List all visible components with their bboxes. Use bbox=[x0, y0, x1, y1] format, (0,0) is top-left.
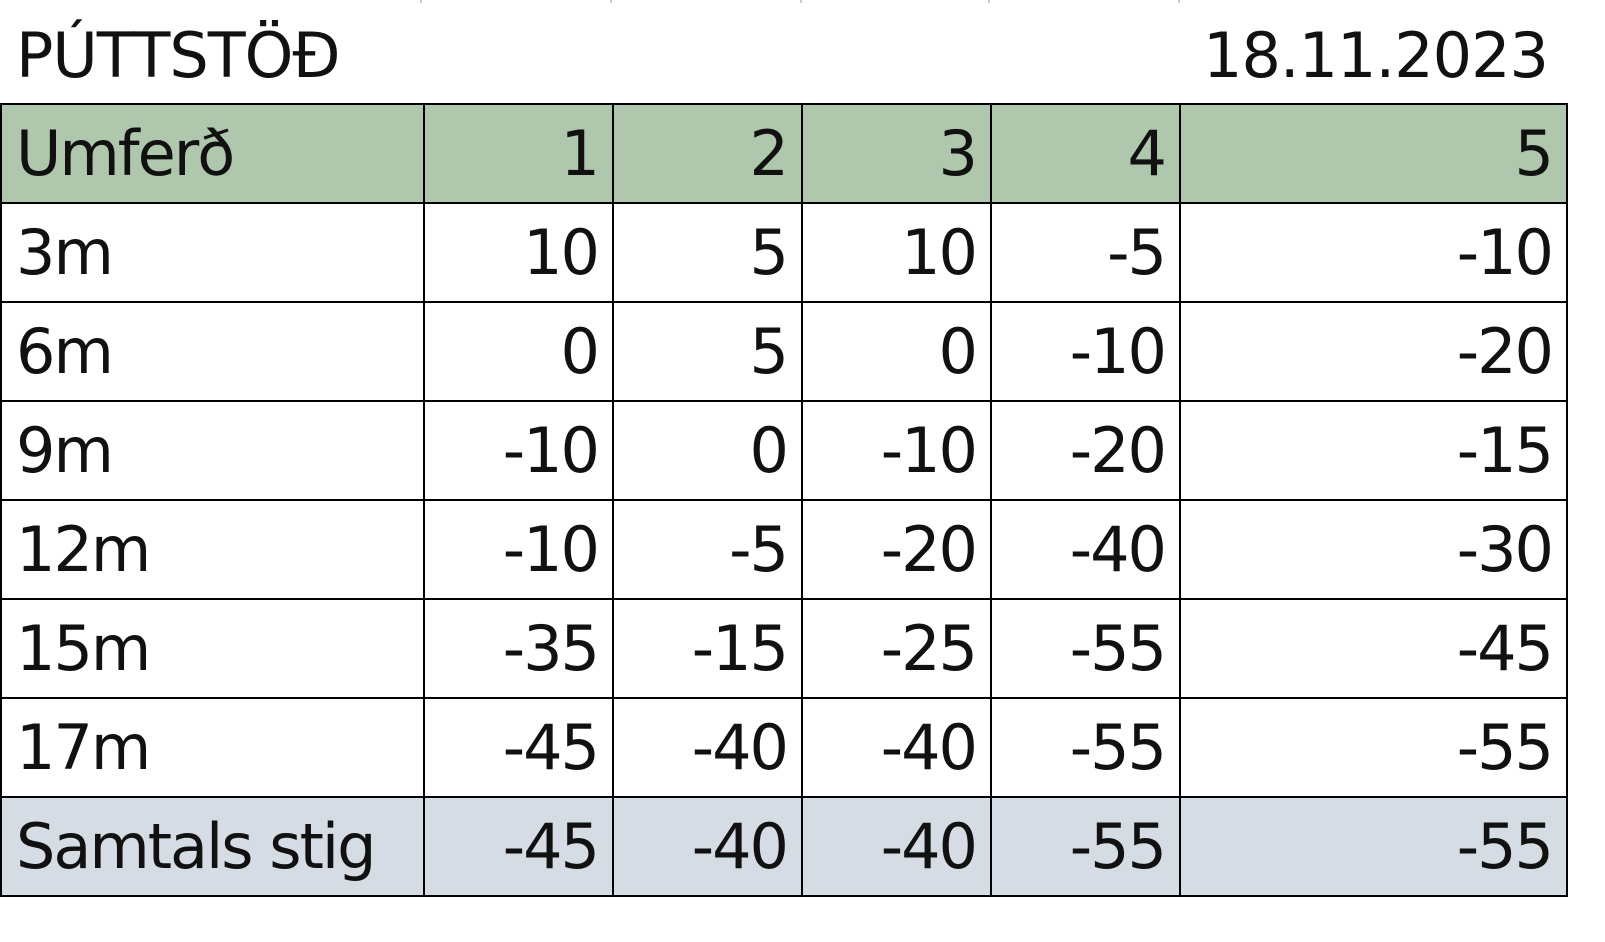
distance-cell[interactable]: 17m bbox=[0, 697, 425, 798]
table-row: 15m -35 -15 -25 -55 -45 bbox=[0, 598, 1568, 699]
score-cell[interactable]: 10 bbox=[801, 202, 992, 303]
distance-cell[interactable]: 6m bbox=[0, 301, 425, 402]
header-cell-round-3[interactable]: 3 bbox=[801, 103, 992, 204]
score-cell[interactable]: -20 bbox=[801, 499, 992, 600]
score-cell[interactable]: -55 bbox=[1179, 697, 1568, 798]
score-cell[interactable]: -10 bbox=[801, 400, 992, 501]
top-gridline-stub bbox=[0, 0, 1566, 3]
score-table: Umferð 1 2 3 4 5 3m 10 5 10 -5 -10 6m 0 … bbox=[0, 103, 1568, 897]
score-cell[interactable]: -10 bbox=[990, 301, 1181, 402]
distance-cell[interactable]: 9m bbox=[0, 400, 425, 501]
distance-cell[interactable]: 12m bbox=[0, 499, 425, 600]
score-cell[interactable]: -45 bbox=[423, 697, 614, 798]
table-row: 6m 0 5 0 -10 -20 bbox=[0, 301, 1568, 402]
score-cell[interactable]: -45 bbox=[1179, 598, 1568, 699]
table-row: 17m -45 -40 -40 -55 -55 bbox=[0, 697, 1568, 798]
total-label-cell[interactable]: Samtals stig bbox=[0, 796, 425, 897]
score-cell[interactable]: -10 bbox=[1179, 202, 1568, 303]
score-cell[interactable]: -5 bbox=[612, 499, 803, 600]
score-cell[interactable]: -40 bbox=[990, 499, 1181, 600]
total-cell[interactable]: -45 bbox=[423, 796, 614, 897]
score-cell[interactable]: 0 bbox=[612, 400, 803, 501]
score-cell[interactable]: -25 bbox=[801, 598, 992, 699]
table-row: 9m -10 0 -10 -20 -15 bbox=[0, 400, 1568, 501]
total-cell[interactable]: -40 bbox=[801, 796, 992, 897]
distance-cell[interactable]: 15m bbox=[0, 598, 425, 699]
header-cell-round-5[interactable]: 5 bbox=[1179, 103, 1568, 204]
score-cell[interactable]: 0 bbox=[423, 301, 614, 402]
score-cell[interactable]: -40 bbox=[801, 697, 992, 798]
header-cell-round-2[interactable]: 2 bbox=[612, 103, 803, 204]
score-cell[interactable]: -40 bbox=[612, 697, 803, 798]
table-row: 12m -10 -5 -20 -40 -30 bbox=[0, 499, 1568, 600]
score-cell[interactable]: -10 bbox=[423, 499, 614, 600]
title-row: PÚTTSTÖÐ 18.11.2023 bbox=[0, 8, 1566, 103]
score-cell[interactable]: -55 bbox=[990, 697, 1181, 798]
score-cell[interactable]: 5 bbox=[612, 301, 803, 402]
score-cell[interactable]: 0 bbox=[801, 301, 992, 402]
header-row: Umferð 1 2 3 4 5 bbox=[0, 103, 1568, 204]
distance-cell[interactable]: 3m bbox=[0, 202, 425, 303]
score-cell[interactable]: 5 bbox=[612, 202, 803, 303]
total-row: Samtals stig -45 -40 -40 -55 -55 bbox=[0, 796, 1568, 897]
score-cell[interactable]: -55 bbox=[990, 598, 1181, 699]
score-cell[interactable]: -30 bbox=[1179, 499, 1568, 600]
score-cell[interactable]: -5 bbox=[990, 202, 1181, 303]
header-cell-round-1[interactable]: 1 bbox=[423, 103, 614, 204]
score-cell[interactable]: -15 bbox=[612, 598, 803, 699]
sheet-date: 18.11.2023 bbox=[1203, 19, 1549, 92]
score-cell[interactable]: -15 bbox=[1179, 400, 1568, 501]
score-cell[interactable]: -10 bbox=[423, 400, 614, 501]
total-cell[interactable]: -40 bbox=[612, 796, 803, 897]
total-cell[interactable]: -55 bbox=[1179, 796, 1568, 897]
score-cell[interactable]: -35 bbox=[423, 598, 614, 699]
header-cell-round-4[interactable]: 4 bbox=[990, 103, 1181, 204]
sheet-title: PÚTTSTÖÐ bbox=[16, 19, 340, 92]
score-cell[interactable]: -20 bbox=[1179, 301, 1568, 402]
score-cell[interactable]: -20 bbox=[990, 400, 1181, 501]
header-cell-label[interactable]: Umferð bbox=[0, 103, 425, 204]
table-row: 3m 10 5 10 -5 -10 bbox=[0, 202, 1568, 303]
total-cell[interactable]: -55 bbox=[990, 796, 1181, 897]
score-cell[interactable]: 10 bbox=[423, 202, 614, 303]
